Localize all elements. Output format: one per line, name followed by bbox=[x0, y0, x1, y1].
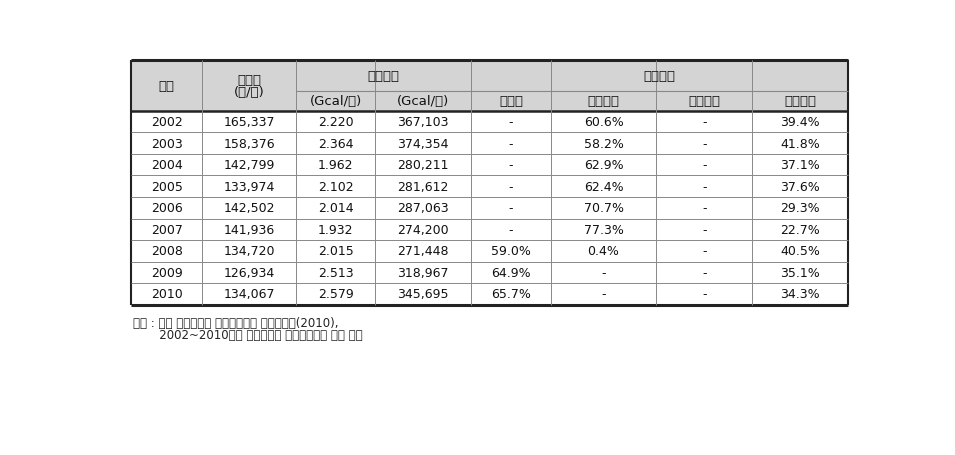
Text: 345,695: 345,695 bbox=[397, 288, 449, 301]
Text: 39.4%: 39.4% bbox=[780, 116, 819, 129]
Bar bbox=[131, 61, 848, 91]
Text: 2.220: 2.220 bbox=[318, 116, 353, 129]
Text: -: - bbox=[509, 202, 513, 215]
Text: 2005: 2005 bbox=[151, 180, 182, 193]
Text: 142,502: 142,502 bbox=[223, 202, 275, 215]
Text: 134,720: 134,720 bbox=[223, 245, 275, 258]
Text: 37.6%: 37.6% bbox=[780, 180, 819, 193]
Text: -: - bbox=[702, 223, 707, 236]
Text: 64.9%: 64.9% bbox=[491, 266, 531, 279]
Text: 구분: 구분 bbox=[159, 80, 175, 92]
Text: 40.5%: 40.5% bbox=[780, 245, 820, 258]
Text: -: - bbox=[702, 245, 707, 258]
Text: -: - bbox=[702, 159, 707, 172]
Text: 70.7%: 70.7% bbox=[584, 202, 624, 215]
Text: -: - bbox=[509, 137, 513, 150]
Text: 374,354: 374,354 bbox=[397, 137, 449, 150]
Text: 65.7%: 65.7% bbox=[491, 288, 531, 301]
Text: -: - bbox=[509, 223, 513, 236]
Text: -: - bbox=[509, 116, 513, 129]
Text: 2010: 2010 bbox=[151, 288, 182, 301]
Text: 자료 : 전국 생활폐기물 자원회수시설 운영협의회(2010),: 자료 : 전국 생활폐기물 자원회수시설 운영협의회(2010), bbox=[133, 316, 338, 329]
Text: 37.1%: 37.1% bbox=[780, 159, 819, 172]
Text: 소각량: 소각량 bbox=[237, 73, 261, 86]
Text: 2.102: 2.102 bbox=[318, 180, 353, 193]
Bar bbox=[131, 111, 848, 133]
Text: -: - bbox=[702, 116, 707, 129]
Text: 1.962: 1.962 bbox=[318, 159, 353, 172]
Text: 29.3%: 29.3% bbox=[780, 202, 819, 215]
Text: 280,211: 280,211 bbox=[397, 159, 449, 172]
Text: -: - bbox=[702, 266, 707, 279]
Text: 126,934: 126,934 bbox=[223, 266, 275, 279]
Text: -: - bbox=[702, 180, 707, 193]
Text: 133,974: 133,974 bbox=[223, 180, 275, 193]
Bar bbox=[131, 133, 848, 155]
Text: -: - bbox=[509, 180, 513, 193]
Text: -: - bbox=[702, 137, 707, 150]
Text: 자체사용: 자체사용 bbox=[784, 95, 816, 108]
Text: 2002: 2002 bbox=[151, 116, 182, 129]
Text: 폐열활용: 폐열활용 bbox=[644, 70, 675, 83]
Bar bbox=[131, 241, 848, 262]
Text: 0.4%: 0.4% bbox=[587, 245, 620, 258]
Text: 142,799: 142,799 bbox=[223, 159, 275, 172]
Text: 2.513: 2.513 bbox=[318, 266, 353, 279]
Text: 2006: 2006 bbox=[151, 202, 182, 215]
Text: 141,936: 141,936 bbox=[223, 223, 275, 236]
Text: 271,448: 271,448 bbox=[397, 245, 449, 258]
Text: 165,337: 165,337 bbox=[223, 116, 275, 129]
Text: 2009: 2009 bbox=[151, 266, 182, 279]
Text: 전력생산: 전력생산 bbox=[587, 95, 620, 108]
Text: 2004: 2004 bbox=[151, 159, 182, 172]
Text: 58.2%: 58.2% bbox=[584, 137, 624, 150]
Text: 1.932: 1.932 bbox=[318, 223, 353, 236]
Text: (Gcal/년): (Gcal/년) bbox=[397, 95, 450, 108]
Text: 2.364: 2.364 bbox=[318, 137, 353, 150]
Text: 2.014: 2.014 bbox=[318, 202, 353, 215]
Text: 281,612: 281,612 bbox=[397, 180, 449, 193]
Text: 2.015: 2.015 bbox=[318, 245, 353, 258]
Text: 열생산량: 열생산량 bbox=[368, 70, 399, 83]
Bar bbox=[131, 219, 848, 241]
Text: 41.8%: 41.8% bbox=[780, 137, 819, 150]
Text: 134,067: 134,067 bbox=[223, 288, 275, 301]
Text: 부대시설: 부대시설 bbox=[689, 95, 720, 108]
Bar bbox=[131, 176, 848, 197]
Text: 2007: 2007 bbox=[151, 223, 182, 236]
Text: 77.3%: 77.3% bbox=[584, 223, 624, 236]
Text: -: - bbox=[602, 288, 605, 301]
Text: -: - bbox=[602, 266, 605, 279]
Text: 2.579: 2.579 bbox=[318, 288, 353, 301]
Text: 60.6%: 60.6% bbox=[584, 116, 624, 129]
Text: 274,200: 274,200 bbox=[397, 223, 449, 236]
Text: 22.7%: 22.7% bbox=[780, 223, 819, 236]
Text: -: - bbox=[702, 288, 707, 301]
Bar bbox=[131, 91, 848, 111]
Text: (톤/년): (톤/년) bbox=[234, 86, 265, 99]
Text: 열공급: 열공급 bbox=[499, 95, 523, 108]
Text: -: - bbox=[509, 159, 513, 172]
Text: 62.4%: 62.4% bbox=[584, 180, 624, 193]
Text: 318,967: 318,967 bbox=[397, 266, 449, 279]
Text: 2003: 2003 bbox=[151, 137, 182, 150]
Text: (Gcal/톤): (Gcal/톤) bbox=[309, 95, 362, 108]
Bar bbox=[131, 262, 848, 283]
Bar bbox=[131, 155, 848, 176]
Text: 158,376: 158,376 bbox=[223, 137, 275, 150]
Text: -: - bbox=[702, 202, 707, 215]
Text: 62.9%: 62.9% bbox=[584, 159, 624, 172]
Text: 367,103: 367,103 bbox=[397, 116, 449, 129]
Bar bbox=[131, 197, 848, 219]
Text: 2008: 2008 bbox=[151, 245, 182, 258]
Text: 35.1%: 35.1% bbox=[780, 266, 819, 279]
Bar bbox=[131, 283, 848, 305]
Text: 2002~2010년도 생활폐기물 자원회수시설 운영 현황: 2002~2010년도 생활폐기물 자원회수시설 운영 현황 bbox=[133, 328, 362, 341]
Text: 34.3%: 34.3% bbox=[780, 288, 819, 301]
Text: 287,063: 287,063 bbox=[397, 202, 449, 215]
Text: 59.0%: 59.0% bbox=[491, 245, 531, 258]
